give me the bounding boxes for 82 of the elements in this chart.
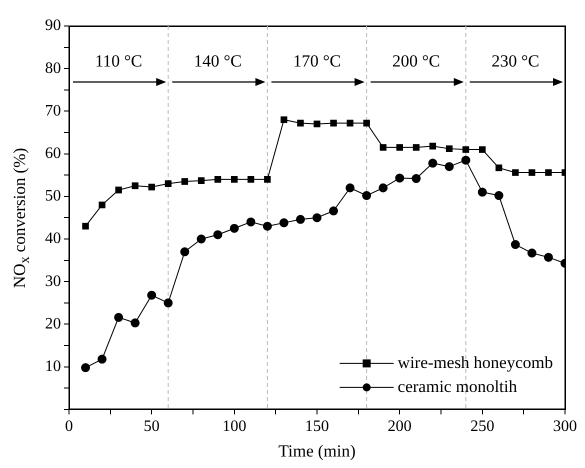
point [527,248,536,258]
y-tick-label: 70 [45,102,61,120]
point [461,156,470,165]
point [479,146,486,153]
point [362,191,372,200]
point [279,218,288,228]
point [198,177,205,184]
point [264,176,271,183]
x-tick-label: 250 [470,418,494,436]
point [262,222,272,231]
x-tick-label: 150 [305,418,329,436]
point [82,222,89,230]
legend-label: ceramic monoltih [398,376,518,396]
y-tick-label: 80 [45,60,61,77]
point [196,234,206,244]
point [429,142,436,150]
y-tick-label: 20 [45,315,61,332]
point [510,240,520,250]
point [512,169,519,176]
point [312,213,322,222]
point [446,145,453,152]
annotation: 200 °C [392,51,440,70]
point [164,180,172,187]
x-tick-label: 200 [388,418,412,436]
point [380,144,386,151]
point [494,191,504,200]
y-tick-label: 60 [45,145,61,162]
point [412,174,421,184]
point [230,224,239,233]
point [181,178,188,185]
point [428,158,438,168]
y-tick-label: 90 [45,17,61,34]
x-tick-label: 0 [65,418,73,436]
point [346,183,355,192]
point [346,120,354,126]
point [329,206,338,216]
point [396,144,403,151]
point [496,164,502,172]
point [115,186,122,194]
point [147,290,156,300]
point [545,169,552,176]
y-tick-label: 10 [45,358,61,376]
annotation: 140 °C [194,51,242,70]
point [528,169,536,176]
x-axis-title: Time (min) [278,441,356,460]
point [98,354,107,364]
point [462,146,470,153]
y-tick-label: 30 [45,272,61,290]
legend-label: wire-mesh honeycomb [398,352,554,372]
x-tick-label: 50 [144,418,160,436]
point [330,120,337,126]
point [246,217,256,226]
point [378,183,388,192]
point [148,184,155,190]
point [314,120,320,128]
point [164,298,173,308]
point [231,176,238,183]
point [478,188,487,197]
point [297,120,304,126]
point [130,318,140,328]
point [132,182,138,190]
point [296,214,305,224]
annotation: 170 °C [293,51,341,70]
point [363,120,370,126]
point [444,162,454,172]
point [248,176,254,183]
point [213,230,222,240]
point [114,312,124,322]
point [180,247,190,256]
point [544,252,553,262]
y-tick-label: 40 [45,230,61,248]
point [98,202,106,208]
point [81,363,90,372]
point [280,116,288,124]
point [412,144,420,151]
point [395,174,404,183]
x-tick-label: 300 [553,418,577,436]
annotation: 230 °C [491,51,540,70]
y-tick-label: 50 [45,188,61,205]
annotation: 110 °C [94,51,142,70]
point [214,176,222,183]
x-tick-label: 100 [222,418,246,436]
